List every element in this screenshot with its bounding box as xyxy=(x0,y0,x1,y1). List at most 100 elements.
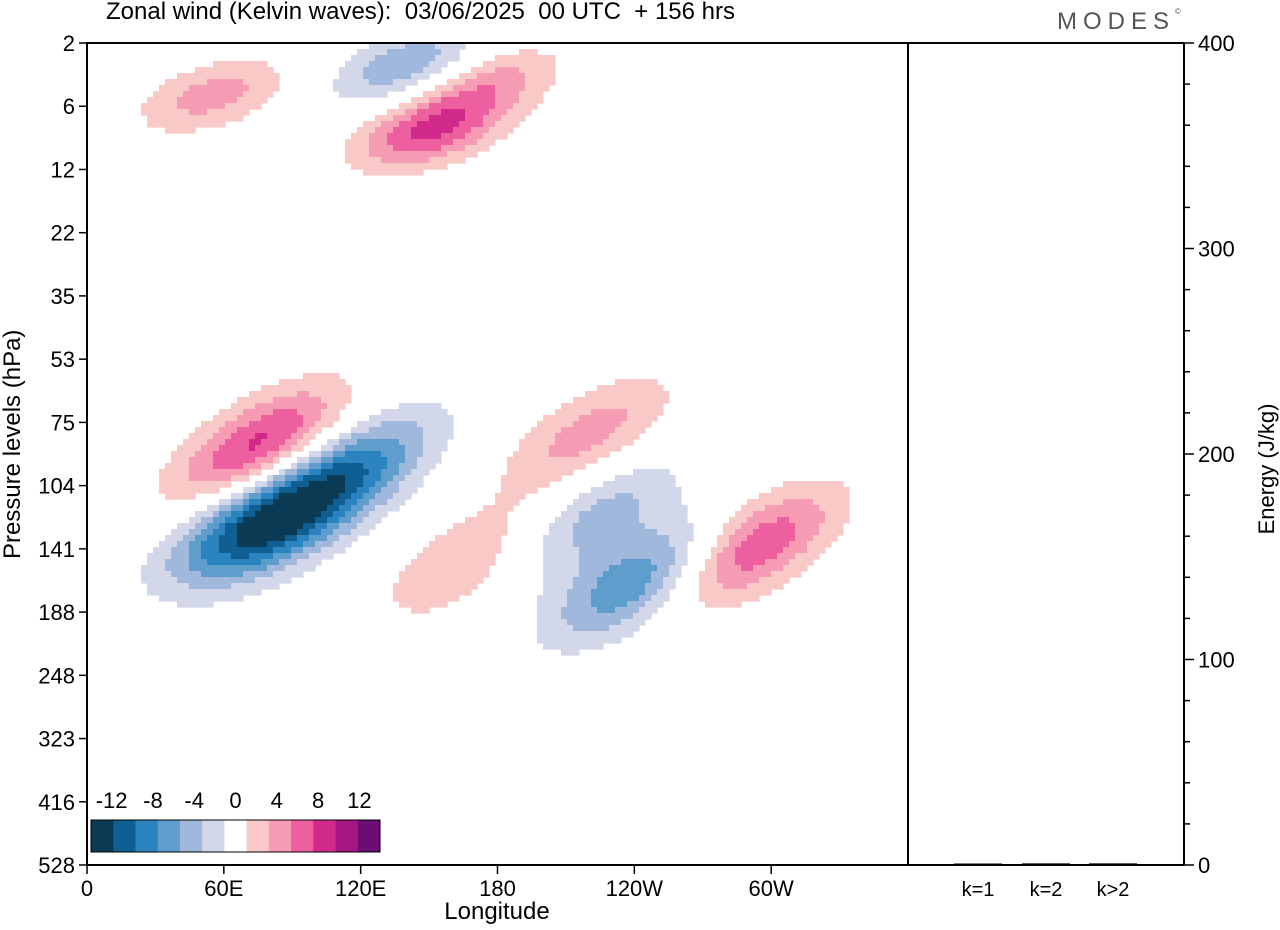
field-cell xyxy=(435,553,442,560)
field-cell xyxy=(471,535,478,542)
field-cell xyxy=(591,505,598,512)
field-cell xyxy=(417,463,424,470)
field-cell xyxy=(423,67,430,74)
field-cell xyxy=(249,499,256,506)
field-cell xyxy=(417,559,424,566)
field-cell xyxy=(843,517,850,524)
field-cell xyxy=(447,79,454,86)
field-cell xyxy=(369,439,376,446)
field-cell xyxy=(621,583,628,590)
field-cell xyxy=(615,511,622,518)
field-cell xyxy=(405,55,412,62)
field-cell xyxy=(327,385,334,392)
field-cell xyxy=(153,553,160,560)
field-cell xyxy=(441,541,448,548)
field-cell xyxy=(357,511,364,518)
field-cell xyxy=(813,529,820,536)
field-cell xyxy=(555,571,562,578)
field-cell xyxy=(477,523,484,530)
field-cell xyxy=(249,85,256,92)
field-cell xyxy=(213,547,220,554)
colorbar-swatch xyxy=(179,820,203,852)
field-cell xyxy=(813,535,820,542)
field-cell xyxy=(447,541,454,548)
field-cell xyxy=(333,79,340,86)
field-cell xyxy=(339,481,346,488)
field-cell xyxy=(165,115,172,122)
field-cell xyxy=(417,577,424,584)
field-cell xyxy=(297,469,304,476)
field-cell xyxy=(189,91,196,98)
field-cell xyxy=(777,499,784,506)
field-cell xyxy=(561,577,568,584)
field-cell xyxy=(651,565,658,572)
field-cell xyxy=(231,517,238,524)
field-cell xyxy=(609,397,616,404)
field-cell xyxy=(387,169,394,176)
field-cell xyxy=(285,391,292,398)
field-cell xyxy=(441,145,448,152)
field-cell xyxy=(207,487,214,494)
field-cell xyxy=(261,427,268,434)
field-cell xyxy=(297,487,304,494)
field-cell xyxy=(183,481,190,488)
field-cell xyxy=(597,385,604,392)
field-cell xyxy=(435,91,442,98)
field-cell xyxy=(819,505,826,512)
field-cell xyxy=(615,517,622,524)
field-cell xyxy=(201,577,208,584)
field-cell xyxy=(621,499,628,506)
field-cell xyxy=(411,607,418,614)
field-cell xyxy=(195,601,202,608)
field-cell xyxy=(393,79,400,86)
field-cell xyxy=(459,127,466,134)
field-cell xyxy=(501,91,508,98)
field-cell xyxy=(639,529,646,536)
field-cell xyxy=(261,445,268,452)
field-cell xyxy=(261,577,268,584)
field-cell xyxy=(165,535,172,542)
field-cell xyxy=(615,505,622,512)
field-cell xyxy=(345,541,352,548)
field-cell xyxy=(303,391,310,398)
field-cell xyxy=(363,151,370,158)
field-cell xyxy=(267,73,274,80)
field-cell xyxy=(333,523,340,530)
field-cell xyxy=(417,565,424,572)
field-cell xyxy=(807,535,814,542)
field-cell xyxy=(483,91,490,98)
field-cell xyxy=(363,505,370,512)
field-cell xyxy=(465,517,472,524)
field-cell xyxy=(357,163,364,170)
field-cell xyxy=(399,433,406,440)
field-cell xyxy=(249,535,256,542)
field-cell xyxy=(729,553,736,560)
field-cell xyxy=(399,139,406,146)
field-cell xyxy=(747,529,754,536)
field-cell xyxy=(363,91,370,98)
field-cell xyxy=(639,499,646,506)
field-cell xyxy=(423,451,430,458)
field-cell xyxy=(651,601,658,608)
field-cell xyxy=(417,583,424,590)
field-cell xyxy=(303,379,310,386)
field-cell xyxy=(627,391,634,398)
field-cell xyxy=(357,133,364,140)
colorbar-swatch xyxy=(157,820,181,852)
field-cell xyxy=(249,67,256,74)
field-cell xyxy=(669,583,676,590)
field-cell xyxy=(273,481,280,488)
field-cell xyxy=(477,541,484,548)
field-cell xyxy=(645,565,652,572)
field-cell xyxy=(159,469,166,476)
field-cell xyxy=(255,451,262,458)
field-cell xyxy=(393,151,400,158)
field-cell xyxy=(585,559,592,566)
field-cell xyxy=(417,157,424,164)
field-cell xyxy=(561,553,568,560)
field-cell xyxy=(477,571,484,578)
field-cell xyxy=(189,97,196,104)
field-cell xyxy=(633,529,640,536)
field-cell xyxy=(183,85,190,92)
field-cell xyxy=(645,385,652,392)
